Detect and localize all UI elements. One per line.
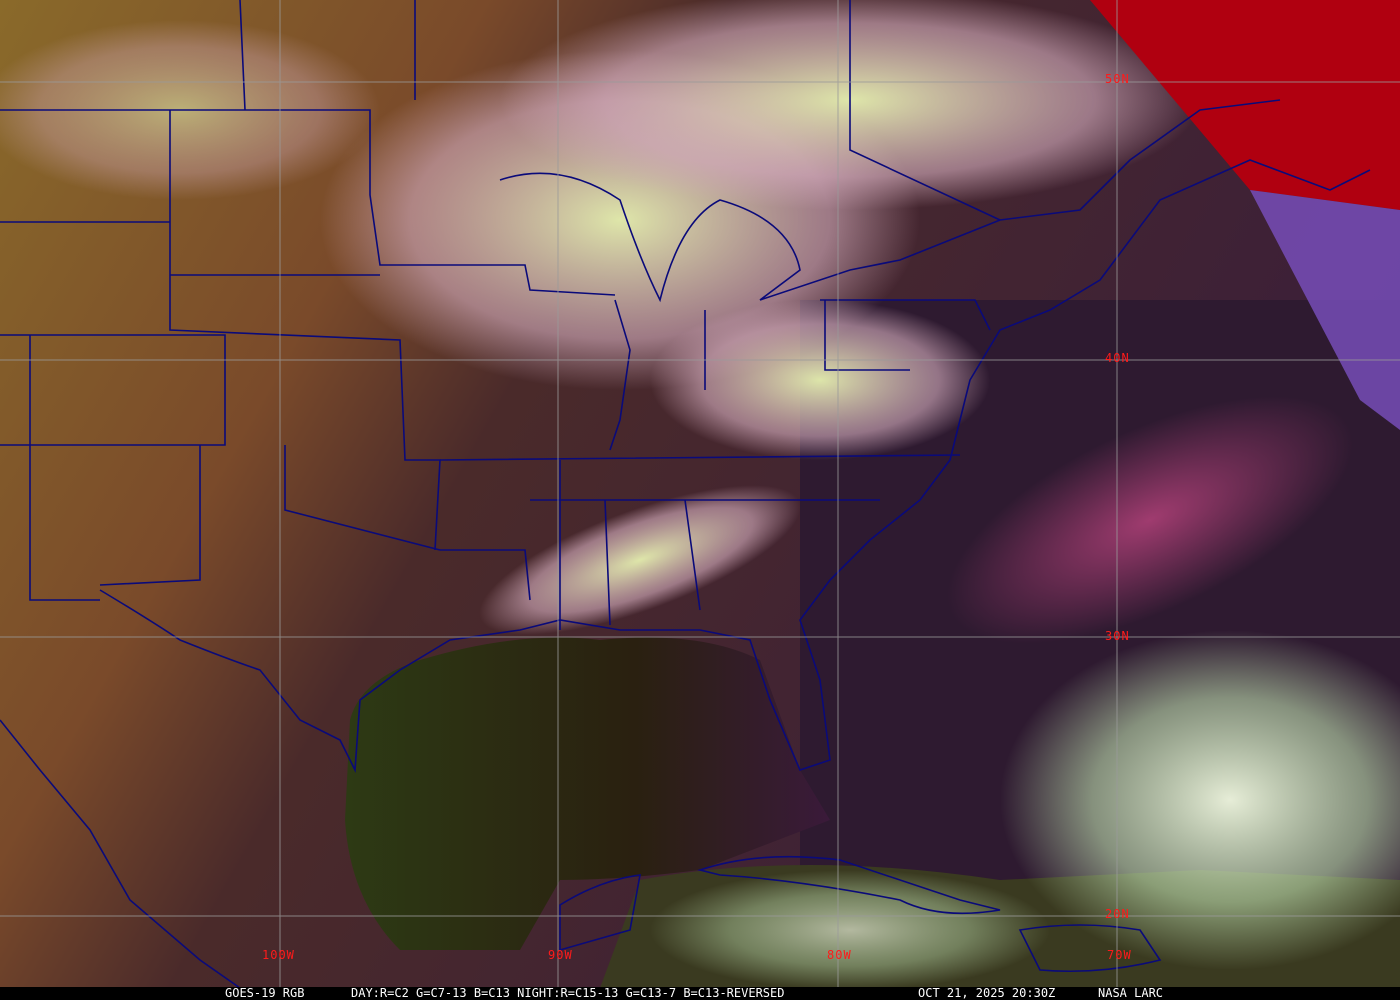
caption-product: GOES-19 RGB: [225, 986, 305, 1000]
latitude-label-30n: 30N: [1105, 629, 1130, 643]
latitude-label-20n: 20N: [1105, 907, 1130, 921]
cloud-system-atlantic: [1000, 630, 1400, 970]
image-caption-bar: GOES-19 RGB DAY:R=C2 G=C7-13 B=C13 NIGHT…: [0, 987, 1400, 1000]
caption-credit: NASA LARC: [1098, 986, 1164, 1000]
caption-timestamp: OCT 21, 2025 20:30Z: [918, 986, 1056, 1000]
latitude-label-50n: 50N: [1105, 72, 1130, 86]
longitude-label-100w: 100W: [262, 948, 295, 962]
political-boundaries: [0, 0, 1371, 988]
caption-recipe: DAY:R=C2 G=C7-13 B=C13 NIGHT:R=C15-13 G=…: [351, 986, 785, 1000]
terminator-band: [1250, 190, 1400, 430]
cloud-band-appalachian: [650, 300, 990, 460]
latitude-label-40n: 40N: [1105, 351, 1130, 365]
gulf-of-mexico: [345, 637, 830, 950]
cloud-caribbean: [650, 870, 1050, 988]
longitude-label-90w: 90W: [548, 948, 573, 962]
longitude-label-80w: 80W: [827, 948, 852, 962]
longitude-label-70w: 70W: [1107, 948, 1132, 962]
cloud-atlantic-pink: [947, 396, 1353, 644]
